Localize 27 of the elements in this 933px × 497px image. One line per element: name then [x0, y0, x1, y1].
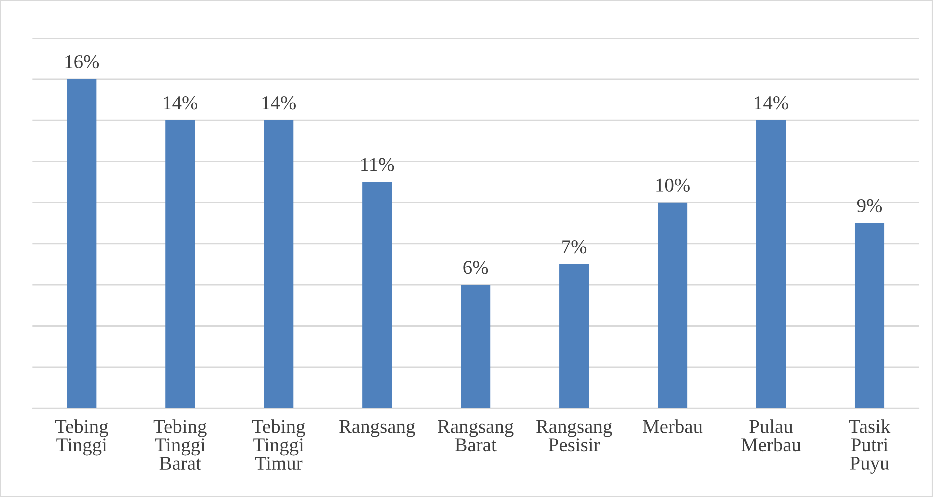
bar: [264, 120, 294, 409]
data-label: 16%: [66, 55, 100, 69]
bar: [560, 264, 590, 409]
bar: [166, 120, 196, 409]
data-label: 9%: [857, 199, 882, 213]
x-tick-label: Rangsang Pesisir: [536, 420, 612, 452]
bar: [854, 223, 885, 409]
x-tick-label: Tebing Tinggi Timur: [252, 420, 306, 470]
x-tick-label: Pulau Merbau: [742, 420, 802, 452]
data-label: 7%: [562, 240, 587, 254]
data-label: 14%: [755, 96, 788, 110]
data-label: 14%: [262, 96, 296, 110]
data-label: 10%: [656, 178, 690, 192]
x-tick-label: Tebing Tinggi: [55, 420, 108, 456]
data-label: 11%: [362, 158, 394, 172]
x-tick-label: Rangsang Barat: [438, 420, 514, 452]
data-label: 6%: [464, 261, 488, 274]
bar: [67, 79, 97, 409]
x-tick-label: Merbau: [643, 420, 703, 434]
bar: [658, 202, 688, 409]
data-label: 14%: [164, 96, 198, 110]
bar: [362, 182, 392, 409]
x-tick-label: Tasik Putri Puyu: [849, 420, 891, 474]
x-tick-label: Rangsang: [340, 420, 416, 438]
x-tick-label: Tebing Tinggi Barat: [154, 420, 207, 470]
bar: [461, 285, 491, 409]
bar: [756, 120, 786, 409]
